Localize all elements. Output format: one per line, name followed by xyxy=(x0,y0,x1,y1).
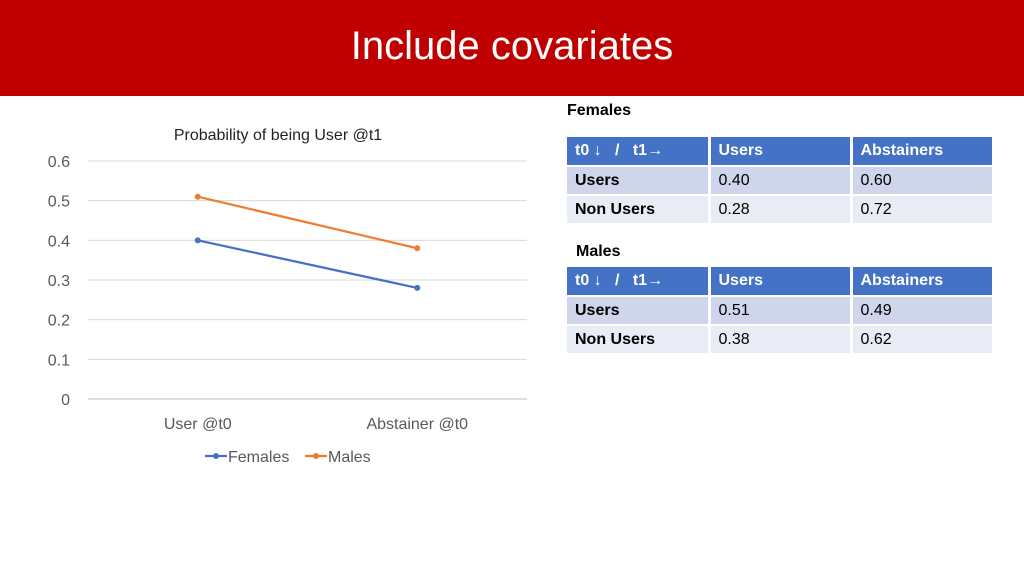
arrow-down-icon: ↓ xyxy=(593,272,602,289)
chart-title: Probability of being User @t1 xyxy=(174,127,382,144)
header-t1: t1 xyxy=(632,142,648,159)
females-table-heading: Females xyxy=(567,102,632,119)
data-point-females xyxy=(194,237,201,244)
cell-value: 0.40 xyxy=(709,166,853,196)
header-slash: / xyxy=(615,272,620,289)
line-chart: Probability of being User @t1 0 0.1 0.2 0.3… xyxy=(48,127,527,466)
males-header-t0-t1: t0 ↓ / t1→ xyxy=(567,267,711,297)
table-row: Non Users 0.28 0.72 xyxy=(567,195,995,225)
females-header-t0-t1: t0 ↓ / t1→ xyxy=(567,137,711,167)
legend-marker-females xyxy=(213,453,219,459)
series-layer xyxy=(194,193,421,291)
legend-marker-males xyxy=(313,453,319,459)
males-header-users: Users xyxy=(709,267,853,297)
males-table-header-row: t0 ↓ / t1→ Users Abstainers xyxy=(567,267,995,297)
cell-value: 0.60 xyxy=(851,166,995,196)
header-t0: t0 xyxy=(575,142,590,159)
grid-layer xyxy=(88,160,527,400)
row-label: Non Users xyxy=(567,325,711,355)
header-t1: t1 xyxy=(632,272,648,289)
series-line-females xyxy=(197,239,418,290)
series-line-males xyxy=(197,195,418,250)
cell-value: 0.49 xyxy=(851,296,995,326)
row-label: Users xyxy=(567,296,711,326)
males-table: t0 ↓ / t1→ Users Abstainers Users 0.51 0… xyxy=(567,267,995,355)
row-label: Users xyxy=(567,166,711,196)
y-tick-label: 0.1 xyxy=(48,352,70,369)
males-table-heading: Males xyxy=(576,243,621,260)
table-row: Non Users 0.38 0.62 xyxy=(567,325,995,355)
data-point-females xyxy=(414,284,421,291)
row-label: Non Users xyxy=(567,195,711,225)
arrow-right-icon: → xyxy=(647,272,664,289)
females-header-abstainers: Abstainers xyxy=(851,137,995,167)
y-tick-label: 0.4 xyxy=(48,233,70,250)
y-tick-label: 0.6 xyxy=(48,154,70,171)
arrow-right-icon: → xyxy=(647,142,664,159)
data-point-males xyxy=(194,193,201,200)
legend-label-males: Males xyxy=(328,449,371,466)
header-slash: / xyxy=(615,142,620,159)
arrow-down-icon: ↓ xyxy=(593,142,602,159)
y-tick-label: 0.3 xyxy=(48,273,70,290)
cell-value: 0.38 xyxy=(709,325,853,355)
y-tick-label: 0.2 xyxy=(48,313,70,330)
title-bar: Include covariates xyxy=(0,0,1024,96)
x-tick-label: User @t0 xyxy=(164,416,232,433)
x-tick-label: Abstainer @t0 xyxy=(366,416,468,433)
cell-value: 0.51 xyxy=(709,296,853,326)
table-row: Users 0.40 0.60 xyxy=(567,166,995,196)
females-table-header-row: t0 ↓ / t1→ Users Abstainers xyxy=(567,137,995,167)
cell-value: 0.62 xyxy=(851,325,995,355)
axis-layer: 0 0.1 0.2 0.3 0.4 0.5 0.6 User @t0 Abstainer @t0 xyxy=(48,154,468,433)
males-header-abstainers: Abstainers xyxy=(851,267,995,297)
legend-label-females: Females xyxy=(228,449,289,466)
data-point-males xyxy=(414,245,421,252)
table-row: Users 0.51 0.49 xyxy=(567,296,995,326)
cell-value: 0.72 xyxy=(851,195,995,225)
header-t0: t0 xyxy=(575,272,590,289)
chart-legend: Females Males xyxy=(205,449,371,466)
females-header-users: Users xyxy=(709,137,853,167)
y-tick-label: 0.5 xyxy=(48,194,70,211)
cell-value: 0.28 xyxy=(709,195,853,225)
y-tick-label: 0 xyxy=(61,392,70,409)
slide-title: Include covariates xyxy=(350,24,674,68)
females-table: t0 ↓ / t1→ Users Abstainers Users 0.40 0… xyxy=(567,137,995,225)
